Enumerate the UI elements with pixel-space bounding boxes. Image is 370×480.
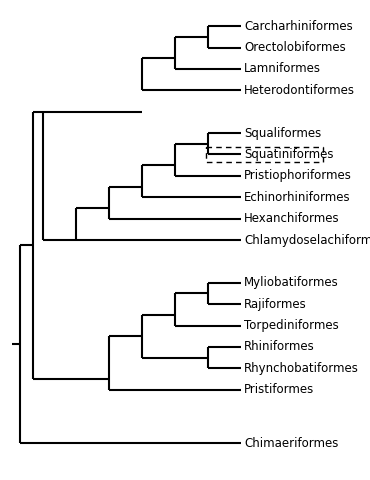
Text: Orectolobiformes: Orectolobiformes — [244, 41, 346, 54]
Text: Pristiformes: Pristiformes — [244, 383, 314, 396]
Text: Squaliformes: Squaliformes — [244, 127, 322, 140]
Text: Lamniformes: Lamniformes — [244, 62, 321, 75]
Bar — [206, 147, 323, 162]
Text: Myliobatiformes: Myliobatiformes — [244, 276, 339, 289]
Text: Heterodontiformes: Heterodontiformes — [244, 84, 355, 97]
Text: Hexanchiformes: Hexanchiformes — [244, 212, 340, 225]
Text: Carcharhiniformes: Carcharhiniformes — [244, 20, 353, 33]
Text: Pristiophoriformes: Pristiophoriformes — [244, 169, 352, 182]
Text: Squatiniformes: Squatiniformes — [244, 148, 334, 161]
Text: Rajiformes: Rajiformes — [244, 298, 307, 311]
Text: Chimaeriformes: Chimaeriformes — [244, 437, 339, 450]
Text: Echinorhiniformes: Echinorhiniformes — [244, 191, 351, 204]
Text: Rhiniformes: Rhiniformes — [244, 340, 315, 353]
Text: Chlamydoselachiformes: Chlamydoselachiformes — [244, 233, 370, 247]
Text: Torpediniformes: Torpediniformes — [244, 319, 339, 332]
Text: Rhynchobatiformes: Rhynchobatiformes — [244, 362, 359, 375]
